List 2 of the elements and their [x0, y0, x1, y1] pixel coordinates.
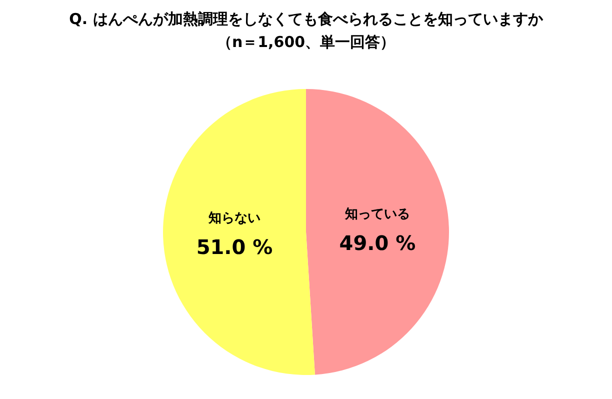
title: Q. はんぺんが加熱調理をしなくても食べられることを知っていますか [69, 10, 543, 28]
subtitle: （n＝1,600、単一回答） [216, 33, 396, 51]
